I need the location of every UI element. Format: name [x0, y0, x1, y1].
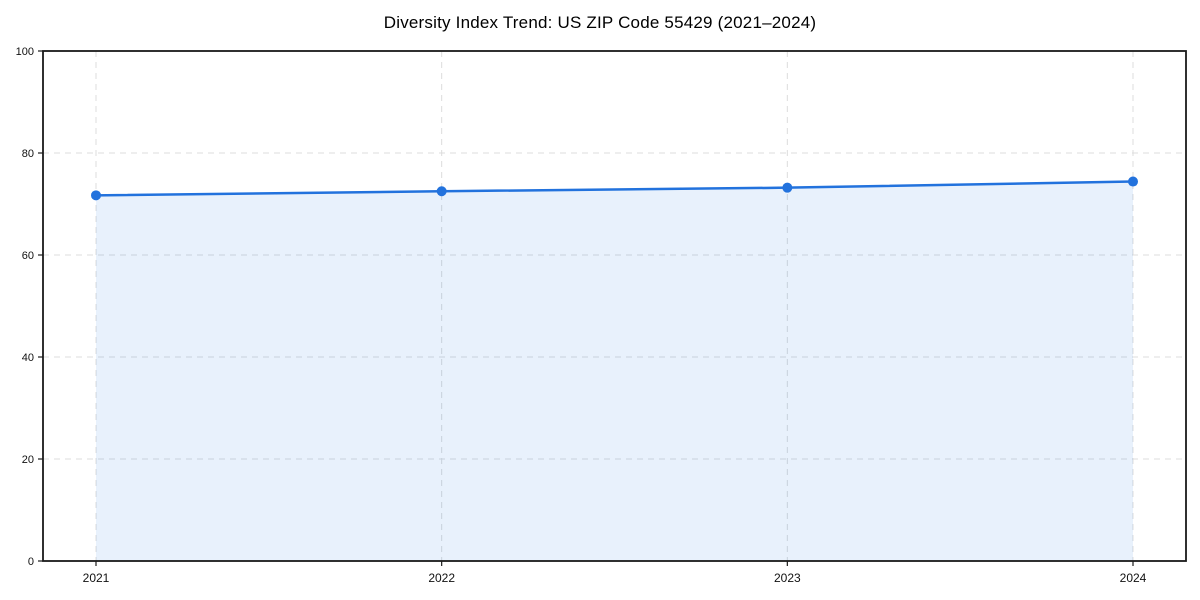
y-axis-tick-label: 0 — [28, 556, 34, 568]
data-point-marker — [1128, 176, 1138, 187]
x-axis-tick-label: 2024 — [1120, 571, 1147, 585]
chart-title: Diversity Index Trend: US ZIP Code 55429… — [383, 13, 817, 32]
data-point-marker — [91, 190, 101, 201]
data-point-marker — [436, 186, 447, 197]
series-area-fill — [96, 181, 1133, 561]
y-axis-tick-label: 40 — [22, 352, 34, 364]
data-point-marker — [782, 182, 793, 193]
y-axis-tick-label: 60 — [22, 250, 34, 262]
y-axis-tick-label: 100 — [16, 46, 34, 58]
x-axis-tick-label: 2021 — [83, 571, 110, 585]
y-axis-tick-label: 80 — [22, 148, 34, 160]
plot-border — [42, 50, 1187, 562]
x-axis-tick-label: 2023 — [774, 571, 801, 585]
y-axis-tick-label: 20 — [22, 454, 34, 466]
series-line — [94, 180, 1135, 197]
x-axis-tick-label: 2022 — [428, 571, 455, 585]
